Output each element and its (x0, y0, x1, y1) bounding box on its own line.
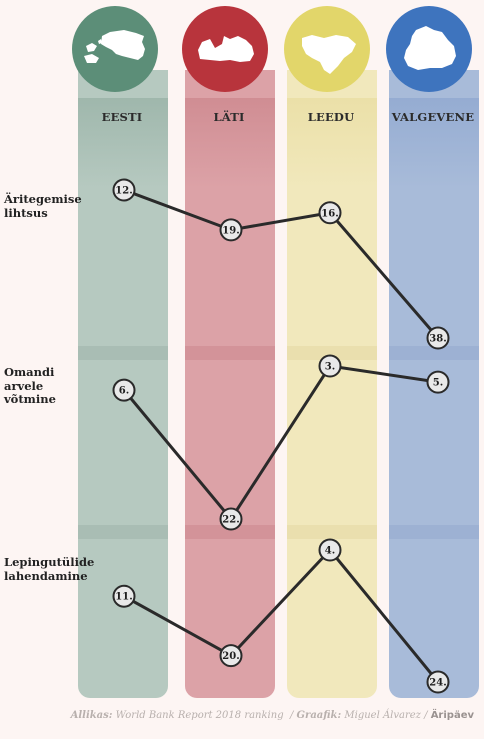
column-leedu (287, 70, 377, 698)
graphic-label: Graafik: (296, 710, 342, 721)
rank-marker: 22. (219, 507, 243, 531)
source-label: Allikas: (70, 710, 113, 721)
country-label-leedu: LEEDU (307, 110, 355, 124)
rank-label: 6. (119, 386, 129, 397)
rank-point (426, 326, 450, 350)
rank-point (426, 670, 450, 694)
row-label-contract-enforcement: Lepingutülide lahendamine (4, 555, 95, 583)
rank-label: 22. (222, 515, 239, 526)
source-text: World Bank Report 2018 ranking (115, 710, 284, 721)
rank-point (318, 354, 342, 378)
rank-point (426, 370, 450, 394)
rank-marker: 24. (426, 670, 450, 694)
rank-marker: 38. (426, 326, 450, 350)
rank-label: 11. (115, 592, 132, 603)
rank-marker: 4. (318, 538, 342, 562)
rank-marker: 16. (318, 201, 342, 225)
graphic-text: Miguel Álvarez (344, 710, 421, 721)
brand-logo: Äripäev (430, 710, 474, 721)
row-label-property-registration: Omandi arvele võtmine (4, 365, 56, 407)
belarus-map-icon (386, 6, 472, 92)
series-line (123, 188, 440, 339)
rank-label: 38. (429, 334, 446, 345)
rank-marker: 20. (219, 644, 243, 668)
rank-point (219, 644, 243, 668)
lithuania-map-icon (284, 6, 370, 92)
row-label-line: arvele (4, 378, 44, 393)
rank-label: 20. (222, 651, 239, 662)
rank-marker: 11. (112, 584, 136, 608)
rank-marker: 12. (112, 178, 136, 202)
country-label-lati: LÄTI (213, 110, 245, 124)
rank-point (112, 584, 136, 608)
country-label-valgevene: VALGEVENE (391, 110, 475, 124)
rank-label: 16. (321, 208, 338, 219)
rank-label: 12. (115, 186, 132, 197)
rank-point (112, 378, 136, 402)
rank-marker: 6. (112, 378, 136, 402)
row-label-line: Äritegemise (4, 192, 82, 206)
rank-label: 4. (325, 546, 335, 557)
footer-credits: Allikas: World Bank Report 2018 ranking … (70, 710, 474, 721)
row-label-line: lahendamine (4, 568, 88, 583)
rank-label: 3. (325, 362, 335, 373)
country-label-eesti: EESTI (101, 110, 143, 124)
rank-marker: 5. (426, 370, 450, 394)
column-lati (185, 70, 275, 698)
rank-label: 19. (222, 225, 239, 236)
rank-point (112, 178, 136, 202)
latvia-map-icon (182, 6, 268, 92)
rank-point (318, 201, 342, 225)
row-label-ease-of-business: Äritegemise lihtsus (4, 192, 82, 220)
rank-point (219, 218, 243, 242)
rank-label: 24. (429, 678, 446, 689)
rank-point (318, 538, 342, 562)
row-label-line: Omandi (4, 365, 55, 379)
rank-marker: 3. (318, 354, 342, 378)
rank-marker: 19. (219, 218, 243, 242)
row-label-line: Lepingutülide (4, 555, 95, 569)
series-line (123, 547, 440, 683)
rank-label: 5. (433, 378, 443, 389)
row-label-line: lihtsus (4, 205, 48, 220)
rank-point (219, 507, 243, 531)
estonia-map-icon (72, 6, 158, 92)
series-line (122, 364, 439, 522)
row-label-line: võtmine (4, 392, 56, 406)
